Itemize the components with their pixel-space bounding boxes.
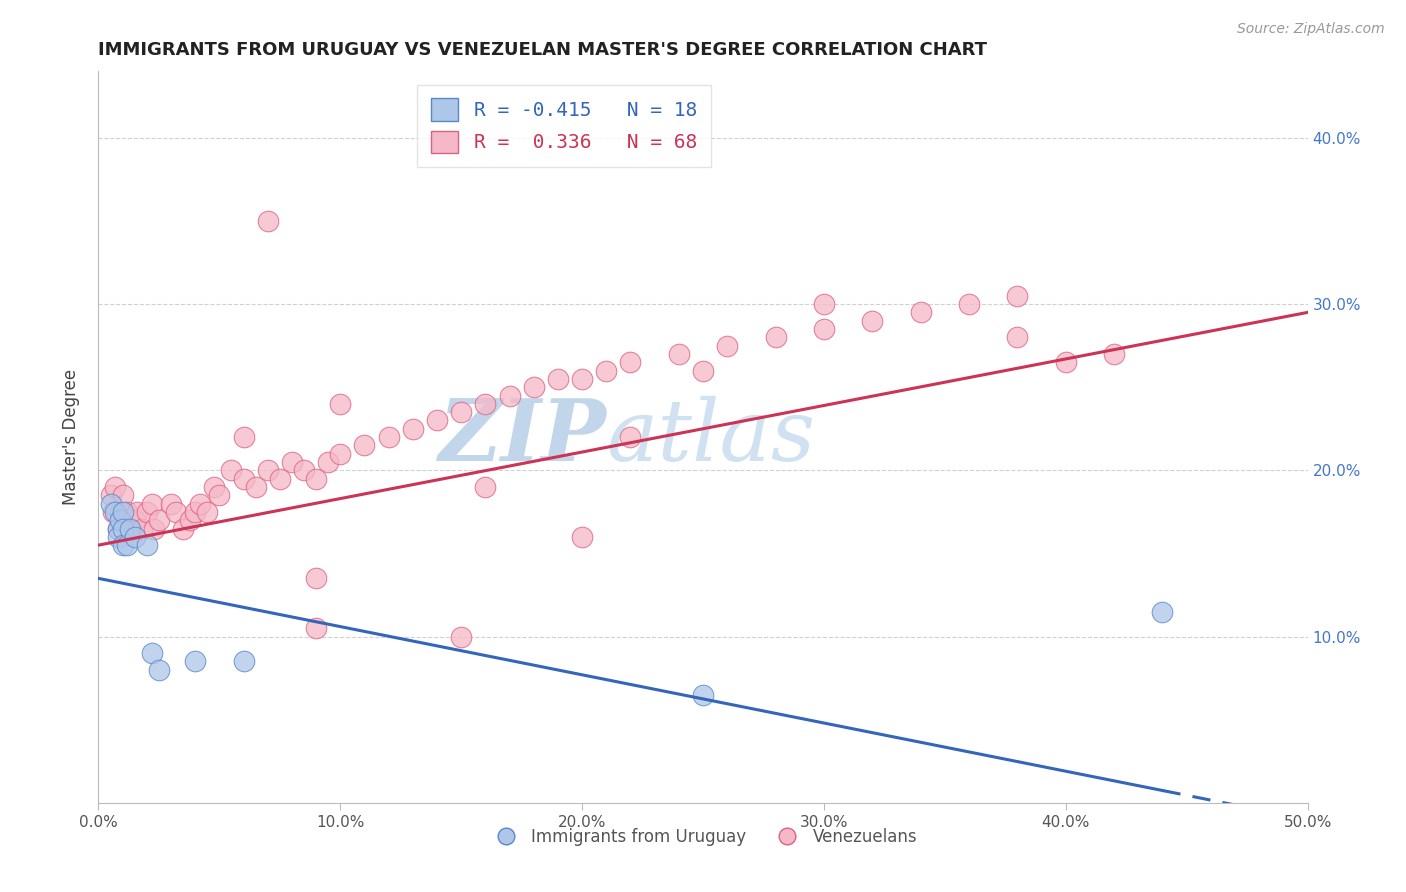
Point <box>100 497 122 511</box>
Point <box>305 621 328 635</box>
Point <box>104 480 127 494</box>
Point <box>450 405 472 419</box>
Point <box>179 513 201 527</box>
Point <box>184 505 207 519</box>
Point <box>117 505 139 519</box>
Point <box>111 488 134 502</box>
Point <box>172 521 194 535</box>
Text: ZIP: ZIP <box>439 395 606 479</box>
Point <box>124 530 146 544</box>
Point <box>118 521 141 535</box>
Point <box>619 430 641 444</box>
Point <box>450 630 472 644</box>
Text: IMMIGRANTS FROM URUGUAY VS VENEZUELAN MASTER'S DEGREE CORRELATION CHART: IMMIGRANTS FROM URUGUAY VS VENEZUELAN MA… <box>98 41 987 59</box>
Point <box>127 505 149 519</box>
Point <box>108 513 131 527</box>
Point <box>148 513 170 527</box>
Point <box>160 497 183 511</box>
Point <box>135 538 157 552</box>
Point <box>111 521 134 535</box>
Point <box>474 480 496 494</box>
Point <box>692 363 714 377</box>
Point <box>256 214 278 228</box>
Point <box>232 472 254 486</box>
Point <box>141 497 163 511</box>
Point <box>353 438 375 452</box>
Point <box>124 513 146 527</box>
Point <box>101 505 124 519</box>
Point <box>184 655 207 669</box>
Point <box>143 521 166 535</box>
Point <box>165 505 187 519</box>
Point <box>111 538 134 552</box>
Point <box>716 338 738 352</box>
Point <box>571 372 593 386</box>
Point <box>118 521 141 535</box>
Text: atlas: atlas <box>606 396 815 478</box>
Point <box>148 663 170 677</box>
Point <box>135 505 157 519</box>
Point <box>402 422 425 436</box>
Point <box>523 380 546 394</box>
Point <box>104 505 127 519</box>
Point <box>107 530 129 544</box>
Text: Source: ZipAtlas.com: Source: ZipAtlas.com <box>1237 22 1385 37</box>
Point <box>107 521 129 535</box>
Point <box>547 372 569 386</box>
Point <box>1054 355 1077 369</box>
Point <box>1102 347 1125 361</box>
Point <box>188 497 211 511</box>
Point <box>619 355 641 369</box>
Point <box>108 505 131 519</box>
Point <box>765 330 787 344</box>
Point <box>221 463 243 477</box>
Point <box>305 571 328 585</box>
Point <box>1007 289 1029 303</box>
Point <box>910 305 932 319</box>
Point <box>813 297 835 311</box>
Point <box>141 646 163 660</box>
Point <box>692 688 714 702</box>
Point <box>1152 605 1174 619</box>
Point <box>232 655 254 669</box>
Point <box>377 430 399 444</box>
Point <box>957 297 980 311</box>
Point <box>204 480 226 494</box>
Point <box>100 488 122 502</box>
Point <box>329 397 352 411</box>
Point <box>269 472 291 486</box>
Point <box>668 347 690 361</box>
Point <box>232 430 254 444</box>
Point <box>1007 330 1029 344</box>
Point <box>571 530 593 544</box>
Point <box>208 488 231 502</box>
Point <box>292 463 315 477</box>
Point <box>498 388 520 402</box>
Y-axis label: Master's Degree: Master's Degree <box>62 369 80 505</box>
Point <box>245 480 267 494</box>
Point <box>117 538 139 552</box>
Point <box>281 455 304 469</box>
Point <box>195 505 218 519</box>
Point <box>860 314 883 328</box>
Point <box>256 463 278 477</box>
Point <box>426 413 449 427</box>
Point <box>595 363 617 377</box>
Point <box>305 472 328 486</box>
Point <box>107 521 129 535</box>
Point <box>474 397 496 411</box>
Legend: R = -0.415   N = 18, R =  0.336   N = 68: R = -0.415 N = 18, R = 0.336 N = 68 <box>418 85 710 167</box>
Point <box>131 521 153 535</box>
Point <box>813 322 835 336</box>
Point <box>329 447 352 461</box>
Point <box>111 505 134 519</box>
Point <box>316 455 339 469</box>
